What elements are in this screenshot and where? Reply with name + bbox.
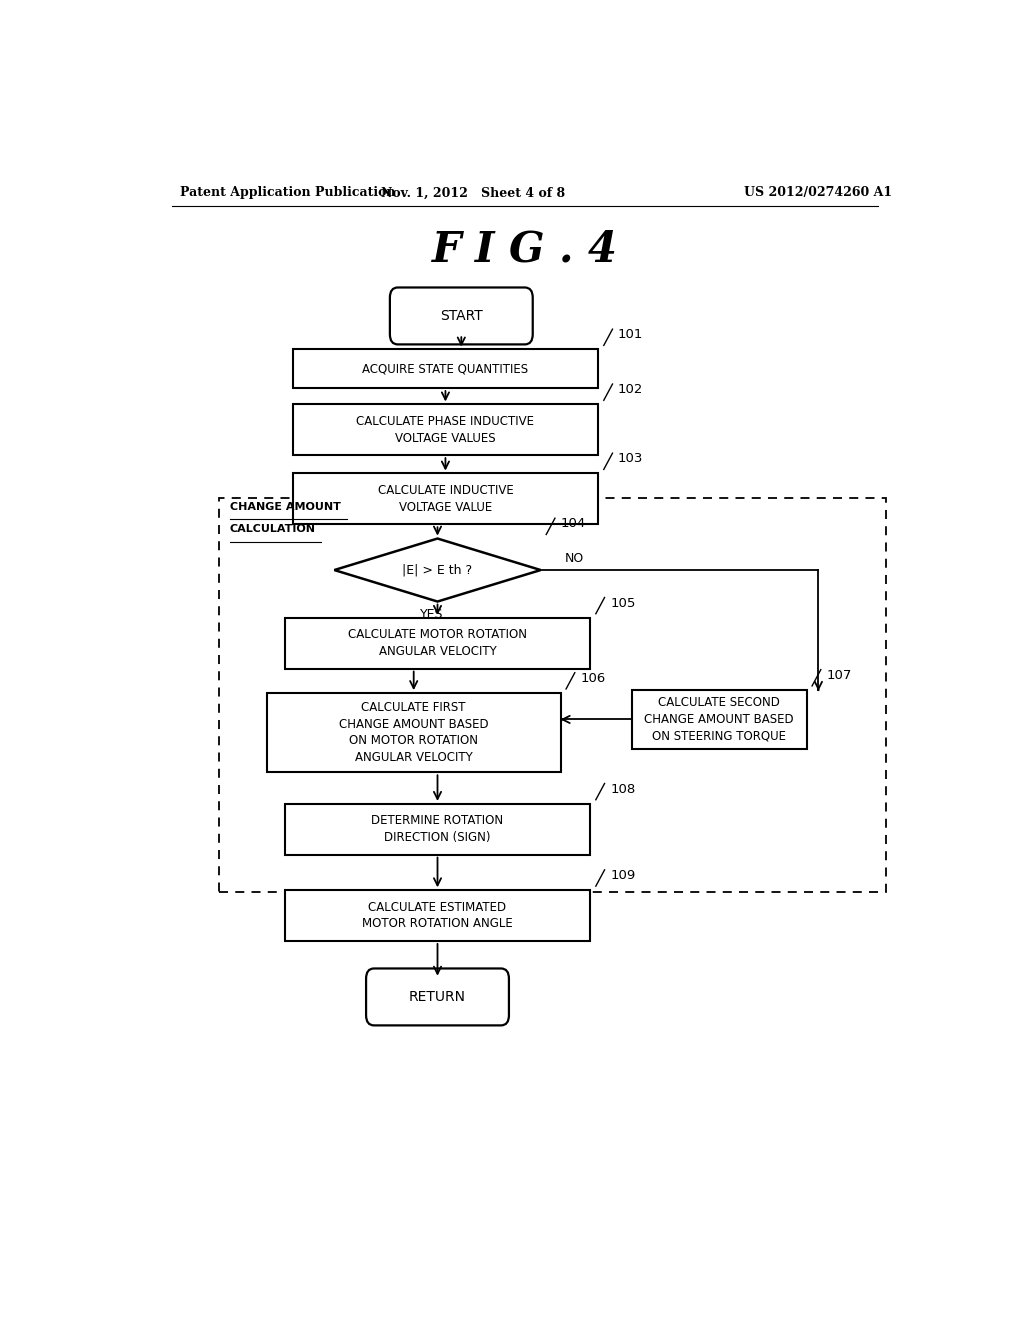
Text: YES: YES [420,607,443,620]
Text: 108: 108 [610,783,635,796]
FancyBboxPatch shape [390,288,532,345]
Text: ACQUIRE STATE QUANTITIES: ACQUIRE STATE QUANTITIES [362,362,528,375]
Text: 104: 104 [560,517,586,531]
Text: Nov. 1, 2012   Sheet 4 of 8: Nov. 1, 2012 Sheet 4 of 8 [381,186,565,199]
Text: 107: 107 [826,669,852,682]
Text: F I G . 4: F I G . 4 [432,228,617,271]
Polygon shape [334,539,541,602]
Bar [219,498,886,892]
Bar [267,693,560,772]
Bar [285,890,590,941]
Text: US 2012/0274260 A1: US 2012/0274260 A1 [744,186,893,199]
Bar [293,350,598,388]
Text: |E| > E th ?: |E| > E th ? [402,564,472,577]
Text: 101: 101 [618,329,643,342]
Text: CALCULATE PHASE INDUCTIVE
VOLTAGE VALUES: CALCULATE PHASE INDUCTIVE VOLTAGE VALUES [356,414,535,445]
Text: RETURN: RETURN [409,990,466,1005]
Text: 106: 106 [581,672,605,685]
Text: CHANGE AMOUNT: CHANGE AMOUNT [229,502,340,512]
Text: 103: 103 [618,453,643,466]
Text: 105: 105 [610,597,636,610]
Text: START: START [440,309,482,323]
Text: CALCULATE MOTOR ROTATION
ANGULAR VELOCITY: CALCULATE MOTOR ROTATION ANGULAR VELOCIT… [348,628,527,657]
Bar [285,804,590,854]
Text: DETERMINE ROTATION
DIRECTION (SIGN): DETERMINE ROTATION DIRECTION (SIGN) [372,814,504,843]
Bar [285,618,590,669]
Text: CALCULATE FIRST
CHANGE AMOUNT BASED
ON MOTOR ROTATION
ANGULAR VELOCITY: CALCULATE FIRST CHANGE AMOUNT BASED ON M… [339,701,488,764]
Bar [293,474,598,524]
Text: Patent Application Publication: Patent Application Publication [179,186,395,199]
Text: NO: NO [564,552,584,565]
Text: CALCULATE INDUCTIVE
VOLTAGE VALUE: CALCULATE INDUCTIVE VOLTAGE VALUE [378,484,513,513]
Text: CALCULATE ESTIMATED
MOTOR ROTATION ANGLE: CALCULATE ESTIMATED MOTOR ROTATION ANGLE [362,900,513,931]
Text: 109: 109 [610,869,635,882]
Bar [632,690,807,748]
Text: 102: 102 [618,383,643,396]
Bar [293,404,598,455]
FancyBboxPatch shape [367,969,509,1026]
Text: CALCULATION: CALCULATION [229,524,315,535]
Text: CALCULATE SECOND
CHANGE AMOUNT BASED
ON STEERING TORQUE: CALCULATE SECOND CHANGE AMOUNT BASED ON … [644,697,794,742]
